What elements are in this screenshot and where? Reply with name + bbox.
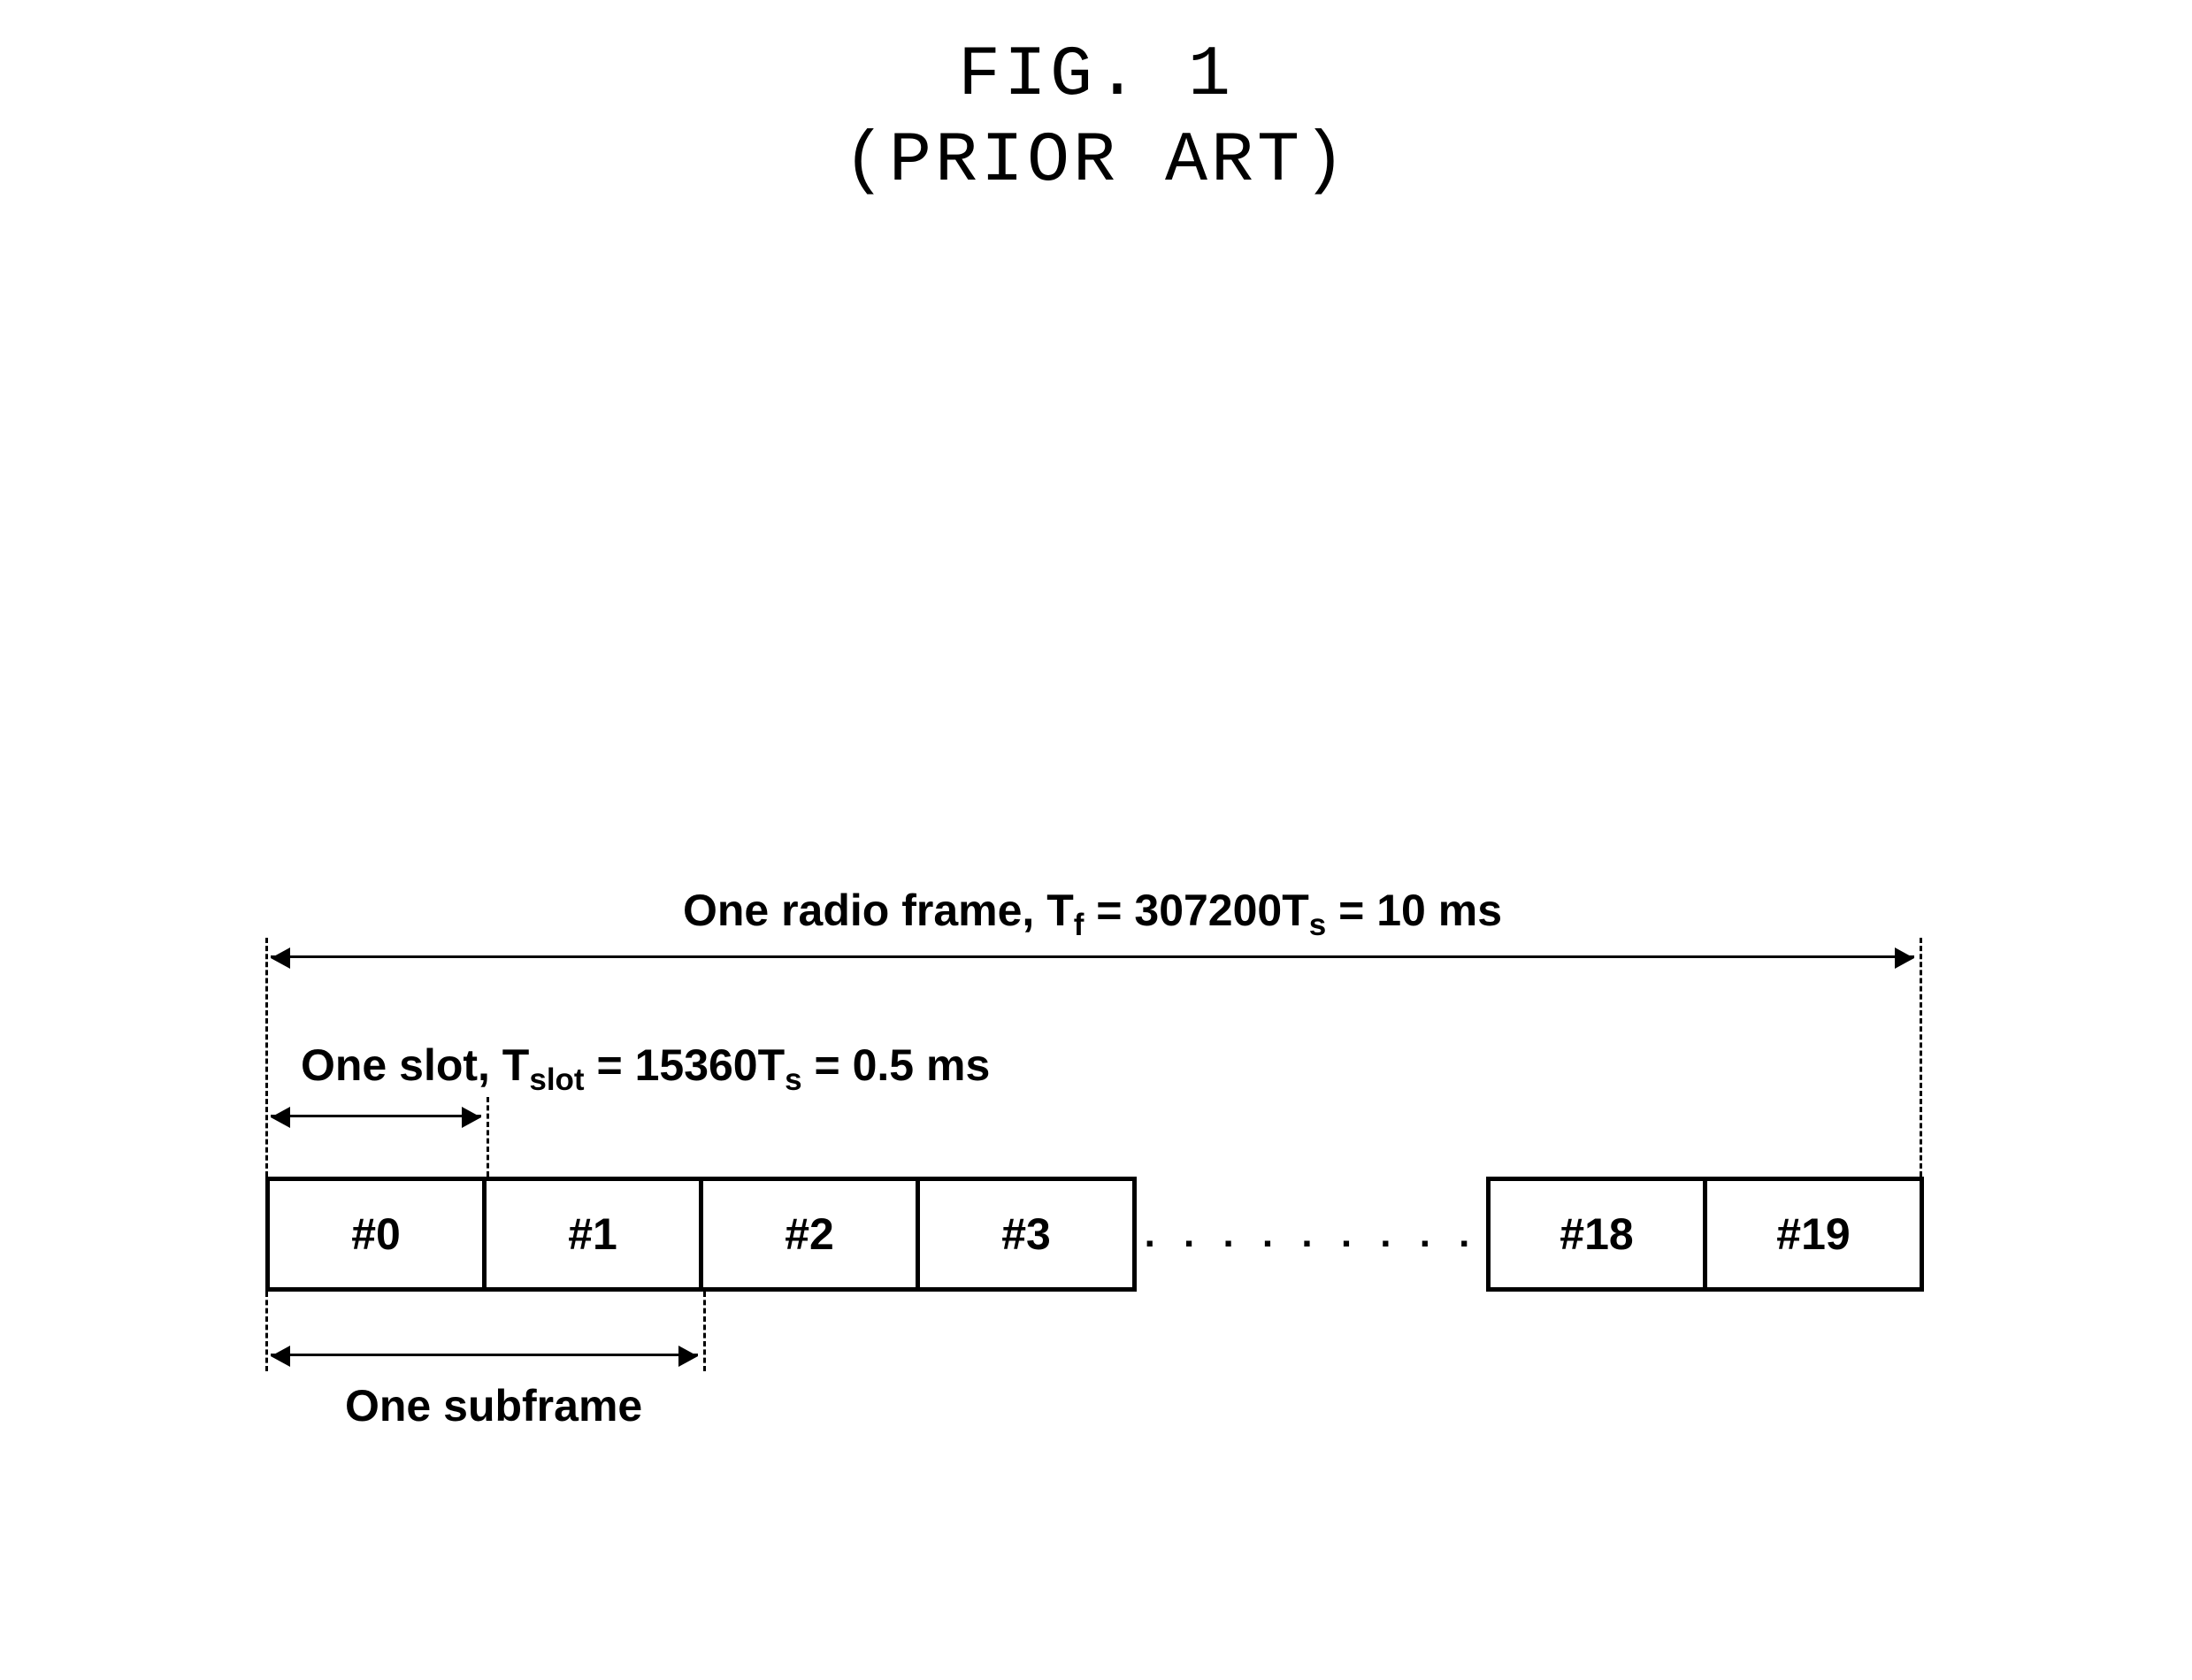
slot-label-post: = 0.5 ms bbox=[802, 1040, 991, 1090]
radio-frame-label-mid: = 307200T bbox=[1084, 886, 1308, 935]
slot-box-3: #3 bbox=[916, 1177, 1137, 1292]
slot-dimension-line bbox=[271, 1115, 481, 1117]
frame-end-dash bbox=[1920, 938, 1922, 1177]
slot-label-pre: One slot, T bbox=[301, 1040, 529, 1090]
slot-row: #0 #1 #2 #3 . . . . . . . . . #18 #19 bbox=[265, 1177, 1920, 1292]
slot-label-sub2: s bbox=[785, 1062, 801, 1097]
subframe-start-dash bbox=[265, 1292, 268, 1371]
slot-label-mid: = 15360T bbox=[585, 1040, 786, 1090]
radio-frame-label-sub1: f bbox=[1074, 908, 1085, 942]
radio-frame-dimension-line bbox=[271, 955, 1914, 958]
slot-box-2: #2 bbox=[699, 1177, 920, 1292]
slot-label: One slot, Tslot = 15360Ts = 0.5 ms bbox=[301, 1039, 990, 1098]
slot-ellipsis: . . . . . . . . . bbox=[1137, 1177, 1486, 1292]
slot-box-18: #18 bbox=[1486, 1177, 1707, 1292]
slot-label-sub1: slot bbox=[529, 1062, 584, 1097]
subframe-dimension-line bbox=[271, 1354, 698, 1356]
slot-box-1: #1 bbox=[482, 1177, 703, 1292]
radio-frame-label-post: = 10 ms bbox=[1326, 886, 1502, 935]
slot-box-19: #19 bbox=[1703, 1177, 1924, 1292]
figure-title-line2: (PRIOR ART) bbox=[0, 121, 2192, 202]
figure-title-line1: FIG. 1 bbox=[0, 35, 2192, 116]
radio-frame-label: One radio frame, Tf = 307200Ts = 10 ms bbox=[265, 885, 1920, 943]
frame-start-dash bbox=[265, 938, 268, 1177]
subframe-label: One subframe bbox=[345, 1380, 642, 1431]
radio-frame-label-sub2: s bbox=[1309, 908, 1326, 942]
subframe-end-dash bbox=[703, 1292, 706, 1371]
slot-end-dash bbox=[487, 1097, 489, 1177]
radio-frame-label-pre: One radio frame, T bbox=[683, 886, 1074, 935]
figure-title: FIG. 1 (PRIOR ART) bbox=[0, 35, 2192, 202]
slot-box-0: #0 bbox=[265, 1177, 487, 1292]
